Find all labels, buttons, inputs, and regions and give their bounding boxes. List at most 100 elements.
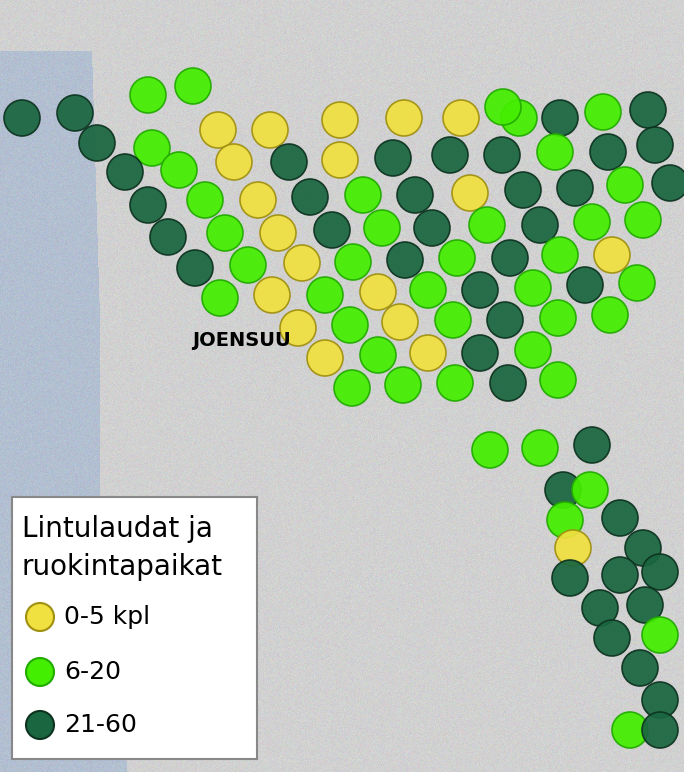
Circle shape <box>385 367 421 403</box>
Circle shape <box>432 137 468 173</box>
Circle shape <box>492 240 528 276</box>
Circle shape <box>574 204 610 240</box>
Circle shape <box>630 92 666 128</box>
Circle shape <box>439 240 475 276</box>
Circle shape <box>540 300 576 336</box>
Circle shape <box>207 215 243 251</box>
Circle shape <box>4 100 40 136</box>
Circle shape <box>26 603 54 631</box>
Circle shape <box>594 237 630 273</box>
Circle shape <box>572 472 608 508</box>
Circle shape <box>134 130 170 166</box>
Circle shape <box>252 112 288 148</box>
Circle shape <box>637 127 673 163</box>
Circle shape <box>522 207 558 243</box>
Circle shape <box>435 302 471 338</box>
Circle shape <box>522 430 558 466</box>
Circle shape <box>322 142 358 178</box>
Circle shape <box>501 100 537 136</box>
Circle shape <box>462 335 498 371</box>
Circle shape <box>619 265 655 301</box>
Circle shape <box>57 95 93 131</box>
Circle shape <box>79 125 115 161</box>
Circle shape <box>555 530 591 566</box>
Circle shape <box>542 100 578 136</box>
Circle shape <box>585 94 621 130</box>
Circle shape <box>410 272 446 308</box>
Circle shape <box>437 365 473 401</box>
Circle shape <box>240 182 276 218</box>
Text: 6-20: 6-20 <box>64 660 121 684</box>
Circle shape <box>177 250 213 286</box>
Circle shape <box>307 277 343 313</box>
Circle shape <box>382 304 418 340</box>
Circle shape <box>625 530 661 566</box>
Circle shape <box>387 242 423 278</box>
Circle shape <box>375 140 411 176</box>
Circle shape <box>161 152 197 188</box>
Circle shape <box>574 427 610 463</box>
Circle shape <box>485 89 521 125</box>
Circle shape <box>271 144 307 180</box>
Circle shape <box>443 100 479 136</box>
Circle shape <box>386 100 422 136</box>
Circle shape <box>307 340 343 376</box>
Circle shape <box>360 337 396 373</box>
Circle shape <box>284 245 320 281</box>
Circle shape <box>150 219 186 255</box>
Circle shape <box>652 165 684 201</box>
Circle shape <box>187 182 223 218</box>
Circle shape <box>360 274 396 310</box>
Circle shape <box>364 210 400 246</box>
Circle shape <box>335 244 371 280</box>
Circle shape <box>567 267 603 303</box>
Circle shape <box>332 307 368 343</box>
Circle shape <box>537 134 573 170</box>
Circle shape <box>487 302 523 338</box>
Text: JOENSUU: JOENSUU <box>192 330 291 350</box>
Circle shape <box>472 432 508 468</box>
Text: 21-60: 21-60 <box>64 713 137 737</box>
Circle shape <box>462 272 498 308</box>
Circle shape <box>490 365 526 401</box>
Circle shape <box>334 370 370 406</box>
Circle shape <box>280 310 316 346</box>
Circle shape <box>547 502 583 538</box>
Circle shape <box>254 277 290 313</box>
Circle shape <box>622 650 658 686</box>
Circle shape <box>216 144 252 180</box>
Circle shape <box>542 237 578 273</box>
Circle shape <box>642 617 678 653</box>
Text: ruokintapaikat: ruokintapaikat <box>22 553 223 581</box>
Circle shape <box>314 212 350 248</box>
Circle shape <box>642 712 678 748</box>
Circle shape <box>26 711 54 739</box>
Circle shape <box>397 177 433 213</box>
Circle shape <box>202 280 238 316</box>
Circle shape <box>345 177 381 213</box>
Circle shape <box>292 179 328 215</box>
Circle shape <box>130 77 166 113</box>
Circle shape <box>602 500 638 536</box>
Circle shape <box>642 554 678 590</box>
Circle shape <box>414 210 450 246</box>
Circle shape <box>200 112 236 148</box>
Circle shape <box>557 170 593 206</box>
Circle shape <box>602 557 638 593</box>
Circle shape <box>607 167 643 203</box>
Circle shape <box>260 215 296 251</box>
Circle shape <box>322 102 358 138</box>
Circle shape <box>592 297 628 333</box>
Circle shape <box>107 154 143 190</box>
Circle shape <box>484 137 520 173</box>
Circle shape <box>552 560 588 596</box>
Circle shape <box>515 270 551 306</box>
Circle shape <box>594 620 630 656</box>
Circle shape <box>175 68 211 104</box>
Circle shape <box>230 247 266 283</box>
Circle shape <box>452 175 488 211</box>
Circle shape <box>627 587 663 623</box>
FancyBboxPatch shape <box>12 497 257 759</box>
Text: Lintulaudat ja: Lintulaudat ja <box>22 515 213 543</box>
Circle shape <box>515 332 551 368</box>
